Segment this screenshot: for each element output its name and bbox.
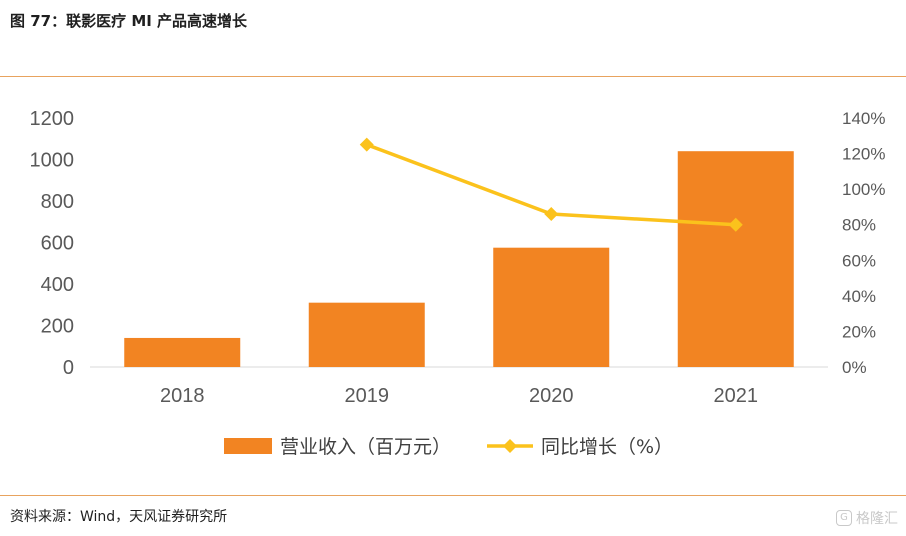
title-divider <box>0 76 906 77</box>
legend-bar-swatch <box>224 438 272 454</box>
left-tick-label: 0 <box>63 357 74 379</box>
figure-title: 图 77：联影医疗 MI 产品高速增长 <box>10 12 248 30</box>
bar-2019 <box>308 302 425 367</box>
bar-series <box>124 151 794 367</box>
legend-label-revenue: 营业收入（百万元） <box>280 436 451 458</box>
left-tick-label: 1200 <box>30 108 75 130</box>
right-tick-label: 60% <box>842 251 876 270</box>
source-divider <box>0 495 906 496</box>
watermark: G 格隆汇 <box>836 508 898 528</box>
legend-label-growth: 同比增长（%） <box>541 436 673 458</box>
growth-point-marker <box>544 207 559 222</box>
bar-2020 <box>493 247 610 367</box>
x-tick-label: 2021 <box>714 385 759 407</box>
left-tick-label: 600 <box>41 233 74 255</box>
x-tick-label: 2018 <box>160 385 205 407</box>
bar-2021 <box>677 151 794 367</box>
watermark-text: 格隆汇 <box>856 511 898 527</box>
growth-point-marker <box>359 137 374 152</box>
right-tick-label: 100% <box>842 180 885 199</box>
left-tick-label: 400 <box>41 274 74 296</box>
growth-point-marker <box>728 217 743 232</box>
right-tick-label: 80% <box>842 216 876 235</box>
bar-2018 <box>124 337 241 367</box>
source-note: 资料来源：Wind，天风证券研究所 <box>10 509 228 525</box>
watermark-logo-icon: G <box>836 510 852 526</box>
left-tick-label: 1000 <box>30 150 75 172</box>
right-tick-label: 140% <box>842 109 885 128</box>
right-tick-label: 20% <box>842 322 876 341</box>
left-tick-label: 800 <box>41 191 74 213</box>
right-tick-label: 120% <box>842 145 885 164</box>
x-axis: 2018 2019 2020 2021 <box>160 385 758 407</box>
combo-chart: 0 200 400 600 800 1000 1200 0% 20% 40% 60% 80% 100%… <box>30 108 886 458</box>
right-tick-label: 40% <box>842 287 876 306</box>
legend-diamond-icon <box>503 439 517 453</box>
x-tick-label: 2020 <box>529 385 574 407</box>
legend: 营业收入（百万元） 同比增长（%） <box>224 436 673 458</box>
line-series <box>359 137 743 232</box>
right-tick-label: 0% <box>842 358 867 377</box>
x-tick-label: 2019 <box>345 385 390 407</box>
right-axis: 0% 20% 40% 60% 80% 100% 120% 140% <box>842 109 885 377</box>
left-tick-label: 200 <box>41 316 74 338</box>
